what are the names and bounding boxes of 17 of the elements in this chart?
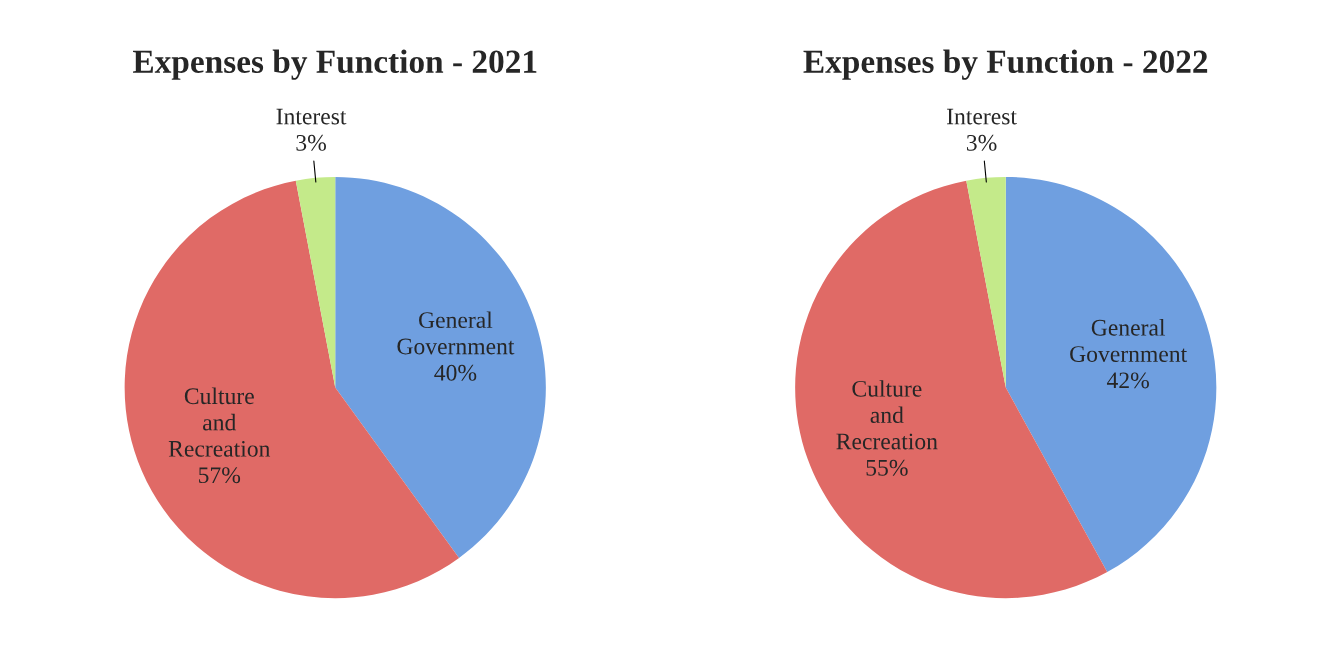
data-label: 55% bbox=[866, 459, 908, 476]
slice-label: Culture and Recreation bbox=[168, 387, 271, 457]
pie-slice bbox=[1005, 176, 1217, 573]
data-label: 3% bbox=[966, 134, 997, 151]
pie-slice bbox=[335, 176, 546, 558]
slice-label: General Government bbox=[1070, 319, 1188, 363]
pie-slice bbox=[966, 176, 1006, 388]
data-label: 42% bbox=[1106, 372, 1149, 389]
chart-title: Expenses by Function - 2022 bbox=[803, 49, 1208, 80]
chart-title: Expenses by Function - 2021 bbox=[133, 49, 537, 80]
slice-label: Culture and Recreation bbox=[836, 380, 938, 450]
slice-label: Interest bbox=[276, 108, 347, 125]
data-label: 3% bbox=[296, 134, 326, 151]
slice-label: Interest bbox=[947, 108, 1017, 125]
data-label: 40% bbox=[434, 364, 477, 381]
data-label: 57% bbox=[199, 467, 241, 484]
slice-label: General Government bbox=[397, 311, 515, 355]
